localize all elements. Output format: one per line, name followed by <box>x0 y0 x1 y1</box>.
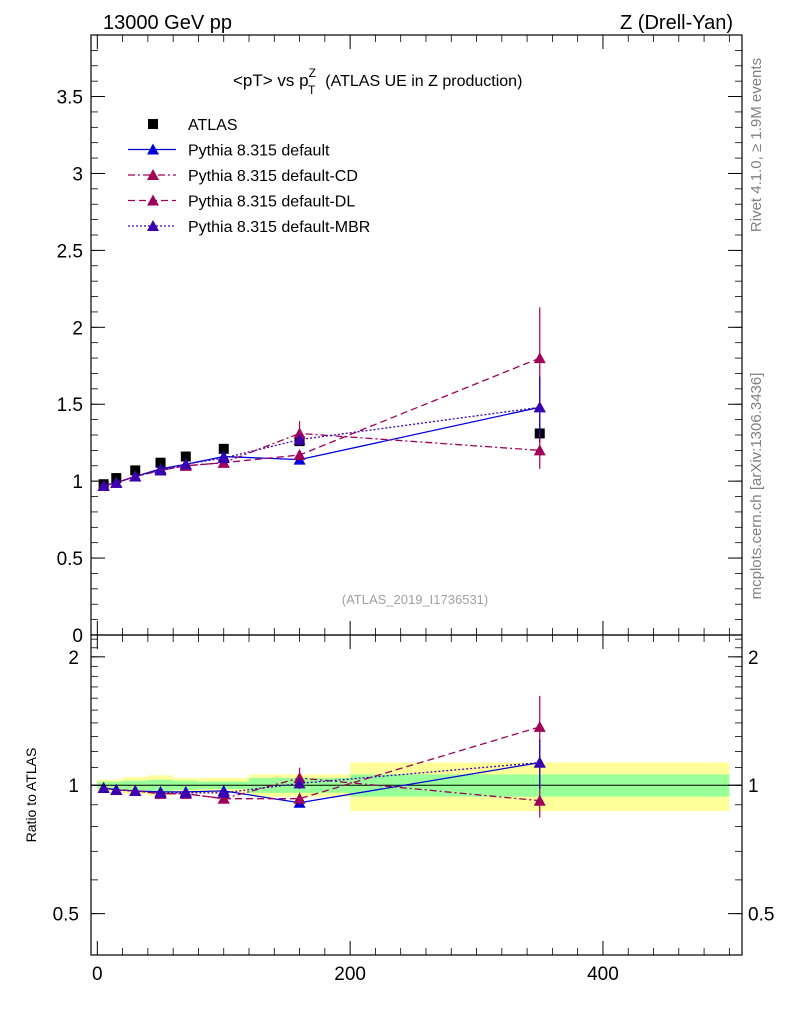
series-line-mbr <box>103 406 540 487</box>
series-data <box>98 424 545 490</box>
point-mbr <box>533 401 546 413</box>
ratio-ytick-label: 1 <box>68 776 79 797</box>
xtick-label: 0 <box>92 964 103 985</box>
ratio-point-dl <box>217 792 230 804</box>
legend-label-mbr: Pythia 8.315 default-MBR <box>188 219 370 236</box>
ratio-line-mbr <box>103 761 540 794</box>
ratio-point-mbr <box>533 756 546 768</box>
legend-label-data: ATLAS <box>188 117 238 134</box>
ratio-ytick-label: 2 <box>68 648 79 669</box>
legend-label-dl: Pythia 8.315 default-DL <box>188 194 355 211</box>
ratio-point-mbr <box>179 786 192 798</box>
point-data <box>218 443 229 454</box>
point-dl <box>533 352 546 364</box>
point-data <box>155 457 166 468</box>
legend-marker-cd <box>147 169 159 180</box>
legend-label-cd: Pythia 8.315 default-CD <box>188 168 358 185</box>
title-sup: Z <box>309 66 316 80</box>
ratio-point-dl <box>293 792 306 804</box>
point-dl <box>293 449 306 460</box>
title-sub: T <box>308 83 316 97</box>
point-cd <box>293 427 306 439</box>
series-line-cd <box>103 432 540 487</box>
header-energy: 13000 GeV pp <box>103 12 232 34</box>
ratio-point-mbr <box>110 783 123 795</box>
title-rest: (ATLAS UE in Z production) <box>325 73 522 90</box>
point-data <box>130 465 141 476</box>
ratio-point-mbr <box>293 777 306 789</box>
point-mbr <box>97 479 110 491</box>
point-cd <box>533 444 546 456</box>
legend-item-dl: Pythia 8.315 default-DL <box>128 194 355 211</box>
legend-item-cd: Pythia 8.315 default-CD <box>128 168 358 185</box>
legend-label-default: Pythia 8.315 default <box>188 143 330 160</box>
analysis-tag: (ATLAS_2019_I1736531) <box>342 592 488 607</box>
point-mbr <box>179 458 192 470</box>
main-ytick-label: 0 <box>72 626 83 647</box>
point-mbr <box>110 476 123 488</box>
point-mbr <box>154 464 167 476</box>
main-ytick-label: 2.5 <box>57 241 83 262</box>
ratio-ylabel: Ratio to ATLAS <box>23 748 39 843</box>
point-data <box>180 451 191 462</box>
ratio-point-dl <box>533 720 546 732</box>
main-ytick-label: 3.5 <box>57 88 83 109</box>
xtick-label: 400 <box>587 964 619 985</box>
series-mbr <box>97 376 546 491</box>
ratio-point-mbr <box>217 786 230 798</box>
point-mbr <box>129 470 142 482</box>
legend-marker-data <box>148 119 158 129</box>
title-main: <pT> vs p <box>233 71 309 90</box>
main-ytick-label: 2 <box>72 318 83 339</box>
ratio-ytick-label-right: 2 <box>748 648 759 669</box>
main-ytick-label: 0.5 <box>57 549 83 570</box>
legend-marker-default <box>147 143 159 155</box>
series-cd <box>97 421 546 491</box>
main-ytick-label: 3 <box>72 164 83 185</box>
legend-item-default: Pythia 8.315 default <box>128 143 330 160</box>
side-mcplots-label: mcplots.cern.ch [arXiv:1306.3436] <box>748 373 765 600</box>
main-ytick-label: 1 <box>72 472 83 493</box>
ratio-ytick-label: 0.5 <box>53 905 79 926</box>
side-rivet-label: Rivet 4.1.0, ≥ 1.9M events <box>748 58 765 232</box>
main-panel: ATLAS Pythia 8.315 default Pythia 8.315 de… <box>57 34 743 647</box>
legend-marker-dl <box>147 194 159 206</box>
point-mbr <box>217 452 230 464</box>
ratio-point-mbr <box>154 786 167 798</box>
main-title: <pT> vs pZ T (ATLAS UE in Z production) <box>233 66 522 97</box>
ratio-point-mbr <box>129 784 142 796</box>
ratio-point-cd <box>533 794 546 806</box>
legend-marker-mbr <box>147 220 159 231</box>
header-process: Z (Drell-Yan) <box>620 12 733 34</box>
ratio-series-mbr <box>97 739 546 798</box>
point-mbr <box>293 433 306 445</box>
ratio-point-mbr <box>97 782 110 794</box>
legend-item-data: ATLAS <box>148 117 238 134</box>
ratio-ytick-label-right: 1 <box>748 776 759 797</box>
ratio-panel: 0.5 0.5 1 1 2 2 0 200 400 Ratio to ATLAS <box>23 634 774 985</box>
ratio-ytick-label-right: 0.5 <box>748 905 774 926</box>
ratio-frame <box>90 634 743 956</box>
xtick-label: 200 <box>334 964 366 985</box>
legend-item-mbr: Pythia 8.315 default-MBR <box>128 219 370 236</box>
main-ytick-label: 1.5 <box>57 395 83 416</box>
